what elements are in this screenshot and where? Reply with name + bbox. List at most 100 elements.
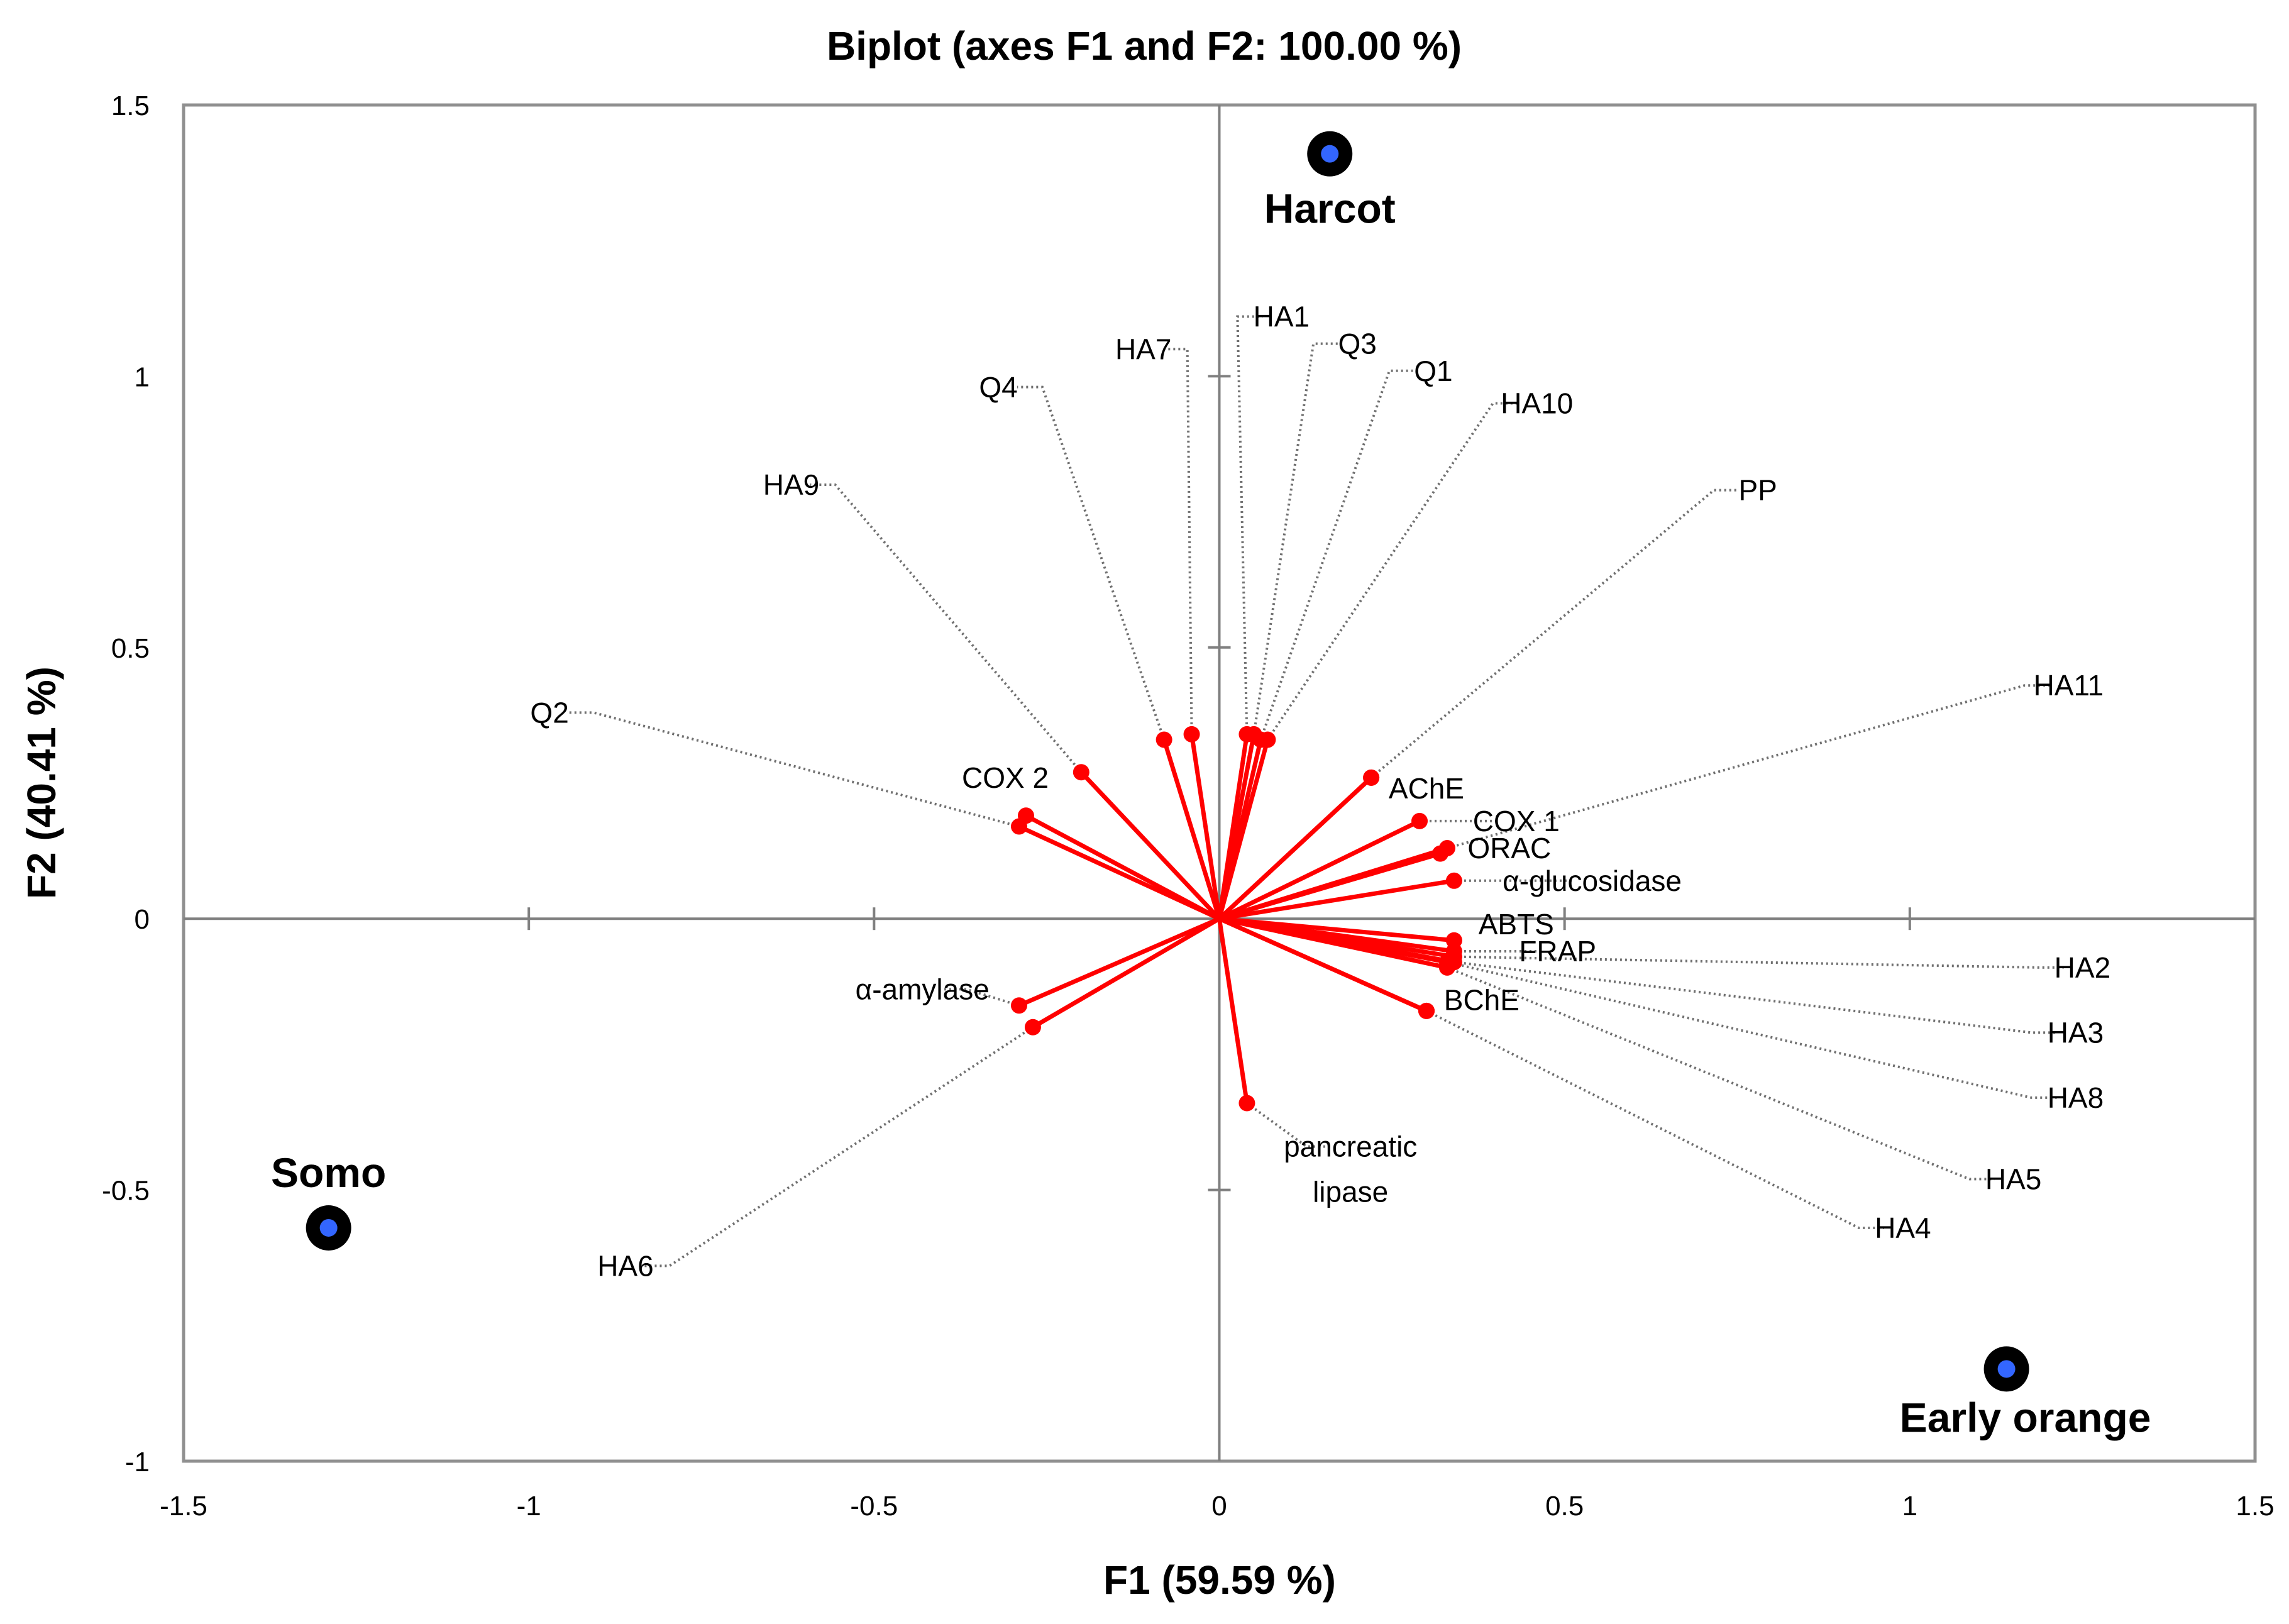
- leader-line-q2: [568, 711, 1020, 828]
- variable-label-cox-2: COX 2: [962, 761, 1049, 794]
- vector-point-ha6: [1024, 1019, 1041, 1036]
- x-tick-labels: -1.5 -1 -0.5 0 0.5 1 1.5: [160, 1491, 2275, 1522]
- leader-line-pp: [1370, 489, 1740, 779]
- vector-point-q4: [1156, 731, 1172, 748]
- variable-label-abts: ABTS: [1479, 908, 1554, 941]
- vector-point-cox-1: [1411, 812, 1428, 829]
- variable-label-ha10: HA10: [1501, 387, 1573, 420]
- leader-line-ha7: [1162, 348, 1193, 734]
- x-tick-label: -1: [517, 1491, 541, 1522]
- leader-line-ha4: [1426, 1010, 1884, 1229]
- variable-label-q1: Q1: [1414, 355, 1452, 387]
- x-tick-label: -1.5: [160, 1491, 207, 1522]
- x-tick-label: 0.5: [1545, 1491, 1584, 1522]
- vector-point-ha4: [1418, 1002, 1435, 1019]
- vector-cox-1: [1218, 819, 1421, 921]
- vector-alpha-amylase: [1018, 916, 1220, 1008]
- observation-harcot: Harcot: [1264, 131, 1396, 232]
- variable-label-ache: AChE: [1389, 772, 1464, 805]
- vector-point-pancreatic-lipase: [1238, 1095, 1255, 1112]
- variable-label-q2: Q2: [530, 696, 568, 729]
- leader-line-ha10: [1266, 402, 1518, 741]
- x-tick-label: 0: [1211, 1491, 1227, 1522]
- y-tick-label: 0.5: [111, 633, 150, 664]
- y-tick-label: 1: [135, 362, 150, 392]
- vector-q4: [1162, 739, 1222, 920]
- vector-point-ha5: [1438, 959, 1455, 976]
- leader-line-ha11: [1447, 684, 2050, 849]
- vector-pancreatic-lipase: [1217, 918, 1249, 1104]
- leader-line-q3: [1252, 342, 1339, 735]
- vector-ha5: [1218, 916, 1448, 970]
- vector-point-alpha-glucosidase: [1445, 872, 1462, 889]
- observation-label-early-orange: Early orange: [1900, 1394, 2151, 1440]
- variable-vectors: [1010, 726, 1462, 1112]
- leader-line-ha3: [1453, 961, 2057, 1034]
- vector-orac: [1218, 851, 1441, 921]
- leader-line-ha5: [1447, 966, 1995, 1181]
- vector-point-ha9: [1073, 764, 1089, 781]
- observation-label-somo: Somo: [271, 1149, 386, 1196]
- y-tick-label: 1.5: [111, 91, 150, 121]
- variable-label-ha7: HA7: [1115, 333, 1171, 365]
- variable-label-ha3: HA3: [2048, 1016, 2104, 1049]
- observation-marker-center: [1997, 1360, 2016, 1378]
- x-tick-label: 1.5: [2236, 1491, 2274, 1522]
- vector-ha6: [1032, 917, 1221, 1029]
- vector-ha7: [1189, 734, 1222, 919]
- observation-somo: Somo: [271, 1149, 386, 1251]
- vector-point-alpha-amylase: [1010, 997, 1027, 1014]
- leader-lines: [568, 315, 2064, 1268]
- observation-marker-center: [1321, 145, 1339, 163]
- observation-early-orange: Early orange: [1900, 1346, 2151, 1440]
- variable-label-ha8: HA8: [2048, 1081, 2104, 1114]
- observation-marker-center: [319, 1218, 338, 1237]
- variable-label-pp: PP: [1739, 474, 1777, 507]
- vector-ha4: [1218, 917, 1428, 1014]
- vector-ha9: [1079, 770, 1222, 920]
- observation-points: Harcot Somo Early orange: [271, 131, 2151, 1440]
- vector-point-ha7: [1183, 726, 1200, 743]
- variable-label-alpha-glucosidase: α-glucosidase: [1503, 864, 1682, 897]
- y-axis-title: F2 (40.41 %): [19, 666, 64, 899]
- leader-line-q1: [1259, 369, 1415, 741]
- observation-label-harcot: Harcot: [1264, 185, 1396, 232]
- vector-point-orac: [1431, 845, 1448, 862]
- vector-ache: [1218, 776, 1373, 920]
- variable-label-q3: Q3: [1338, 328, 1376, 360]
- leader-line-ha6: [644, 1026, 1034, 1268]
- leader-line-ha8: [1447, 961, 2057, 1099]
- leader-line-ha9: [810, 483, 1083, 773]
- variable-label-ha6: HA6: [597, 1249, 653, 1282]
- x-tick-label: -0.5: [850, 1491, 898, 1522]
- variable-label-alpha-amylase: α-amylase: [856, 973, 990, 1005]
- variable-label-ha4: HA4: [1875, 1212, 1931, 1244]
- chart-title: Biplot (axes F1 and F2: 100.00 %): [827, 23, 1462, 69]
- variable-label-cox-1: COX 1: [1473, 805, 1560, 837]
- variable-label-orac: ORAC: [1467, 832, 1551, 864]
- leader-line-ha2: [1453, 955, 2064, 969]
- leader-line-q4: [1017, 385, 1166, 741]
- vector-point-ache: [1363, 769, 1380, 786]
- variable-label-ha11: HA11: [2034, 669, 2104, 702]
- vector-point-ha10: [1259, 731, 1276, 748]
- x-axis-title: F1 (59.59 %): [1103, 1557, 1336, 1603]
- variable-label-pancreatic-lipase: pancreatic lipase: [1284, 1130, 1417, 1208]
- y-tick-labels: -1 -0.5 0 0.5 1 1.5: [102, 91, 150, 1478]
- vector-alpha-glucosidase: [1218, 878, 1455, 921]
- leader-line-alpha-amylase: [941, 988, 1020, 1007]
- vector-ha10: [1217, 739, 1270, 920]
- x-tick-label: 1: [1902, 1491, 1917, 1522]
- leader-line-ha1: [1236, 315, 1263, 734]
- variable-label-ha1: HA1: [1254, 300, 1310, 333]
- variable-labels: HA1 Q3 Q1 HA10 HA7 Q4 HA9 Q2 COX 2 PP HA11 AChE COX …: [530, 300, 2110, 1282]
- y-tick-label: 0: [135, 904, 150, 935]
- variable-label-q4: Q4: [979, 371, 1017, 404]
- variable-label-bche: BChE: [1444, 984, 1520, 1017]
- variable-label-frap: FRAP: [1519, 935, 1596, 968]
- variable-label-ha9: HA9: [763, 468, 819, 501]
- y-tick-label: -0.5: [102, 1176, 150, 1207]
- variable-label-ha2: HA2: [2055, 951, 2110, 984]
- axes-layer: [184, 105, 2255, 1461]
- vector-point-cox-2: [1017, 807, 1034, 824]
